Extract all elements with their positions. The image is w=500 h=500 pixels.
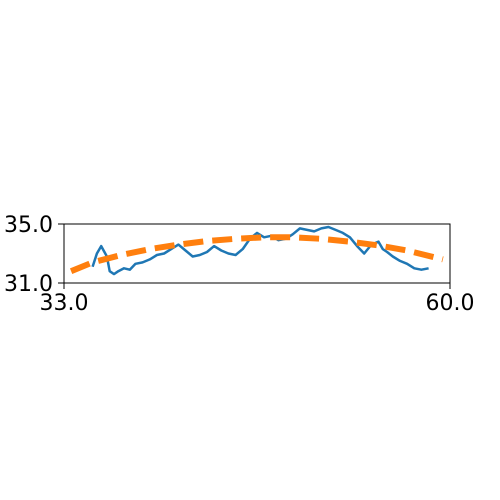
- x-tick-label-0: 33.0: [40, 291, 89, 316]
- series-line-fit: [69, 234, 444, 274]
- series-layer: [69, 225, 444, 276]
- x-axis: 33.0 60.0: [40, 283, 475, 316]
- y-tick-label-1: 35.0: [4, 213, 53, 238]
- y-axis: 31.0 35.0: [4, 213, 64, 297]
- plot-area: [63, 223, 451, 284]
- axes-frame: [63, 223, 451, 284]
- x-tick-label-1: 60.0: [426, 291, 475, 316]
- y-tick-label-0: 31.0: [4, 272, 53, 297]
